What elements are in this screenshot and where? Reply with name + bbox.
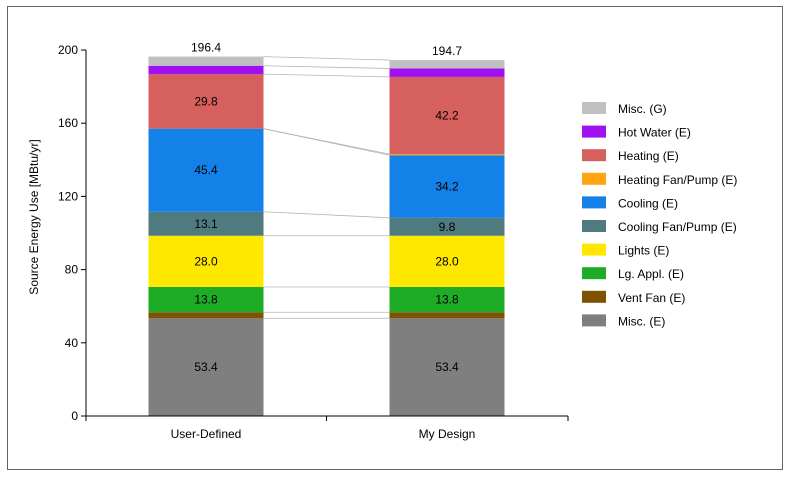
connector-line xyxy=(263,211,390,219)
bar-segment xyxy=(148,318,264,416)
bar-segment xyxy=(148,56,264,66)
legend-swatch xyxy=(582,243,606,256)
bar-segment xyxy=(148,128,264,212)
legend-swatch xyxy=(582,149,606,162)
y-tick-label: 200 xyxy=(58,43,78,57)
segment-value-label: 13.8 xyxy=(194,293,218,307)
y-tick-label: 0 xyxy=(71,409,78,423)
bar-segment xyxy=(148,65,264,75)
segment-value-label: 13.1 xyxy=(194,217,218,231)
bar-segment xyxy=(148,312,264,319)
connector-lines xyxy=(263,56,390,319)
legend-label: Misc. (G) xyxy=(618,102,667,116)
legend-label: Heating (E) xyxy=(618,149,679,163)
legend-label: Lights (E) xyxy=(618,244,669,258)
segment-value-label: 9.8 xyxy=(439,220,456,234)
segment-value-label: 53.4 xyxy=(194,360,218,374)
y-axis-title: Source Energy Use [MBtu/yr] xyxy=(27,139,41,294)
segment-value-label: 53.4 xyxy=(435,360,459,374)
bar-segment xyxy=(389,217,505,236)
connector-line xyxy=(263,73,390,78)
segment-value-label: 13.8 xyxy=(435,293,459,307)
legend-label: Hot Water (E) xyxy=(618,126,691,140)
y-tick-label: 80 xyxy=(65,263,79,277)
legend-label: Vent Fan (E) xyxy=(618,291,685,305)
x-tick-label: My Design xyxy=(419,427,476,441)
segment-value-label: 42.2 xyxy=(435,109,459,123)
legend: Misc. (G) Hot Water (E) Heating (E) Heating… xyxy=(582,102,737,328)
connector-line xyxy=(263,128,390,155)
y-tick-label: 40 xyxy=(65,336,79,350)
legend-label: Lg. Appl. (E) xyxy=(618,267,684,281)
legend-swatch xyxy=(582,267,606,280)
segment-value-label: 28.0 xyxy=(435,254,459,268)
bar-segment xyxy=(148,211,264,236)
legend-swatch xyxy=(582,125,606,138)
bar-segment xyxy=(148,286,264,313)
y-tick-label: 160 xyxy=(58,116,78,130)
x-tick-label: User-Defined xyxy=(171,427,242,441)
bar-segment xyxy=(389,312,505,319)
bar-segment xyxy=(389,154,505,156)
connector-line xyxy=(263,56,390,61)
bars: 53.4 13.8 28.0 13.1 45.4 29.8 196.4 53.4 13.8 28.… xyxy=(148,41,505,416)
legend-swatch xyxy=(582,196,606,209)
connector-line xyxy=(263,65,390,69)
stacked-bar-chart: 53.4 13.8 28.0 13.1 45.4 29.8 196.4 53.4 13.8 28.… xyxy=(27,41,737,441)
bar-segment xyxy=(389,318,505,416)
bar-segment xyxy=(389,60,505,69)
y-tick-label: 120 xyxy=(58,189,78,203)
legend-swatch xyxy=(582,220,606,232)
legend-swatch xyxy=(582,102,606,114)
chart-frame: 53.4 13.8 28.0 13.1 45.4 29.8 196.4 53.4 13.8 28.… xyxy=(7,6,783,470)
legend-label: Cooling (E) xyxy=(618,196,678,210)
legend-swatch xyxy=(582,172,606,185)
segment-value-label: 28.0 xyxy=(194,254,218,268)
segment-value-label: 45.4 xyxy=(194,163,218,177)
legend-label: Cooling Fan/Pump (E) xyxy=(618,220,737,234)
bar-segment xyxy=(148,235,264,287)
bar-segment xyxy=(389,68,505,77)
bar-segment xyxy=(389,286,505,313)
bar-segment xyxy=(389,76,505,155)
legend-label: Misc. (E) xyxy=(618,314,665,328)
axes: 0 40 80 120 160 200 User-Defined My Design xyxy=(58,43,569,441)
segment-value-label: 29.8 xyxy=(194,94,218,108)
bar-segment xyxy=(389,235,505,287)
legend-swatch xyxy=(582,314,606,327)
legend-label: Heating Fan/Pump (E) xyxy=(618,173,737,187)
bar-segment xyxy=(389,155,505,218)
bar-total-label: 194.7 xyxy=(432,44,462,58)
legend-swatch xyxy=(582,290,606,303)
segment-value-label: 34.2 xyxy=(435,180,459,194)
bar-total-label: 196.4 xyxy=(191,41,221,55)
bar-segment xyxy=(148,74,264,129)
